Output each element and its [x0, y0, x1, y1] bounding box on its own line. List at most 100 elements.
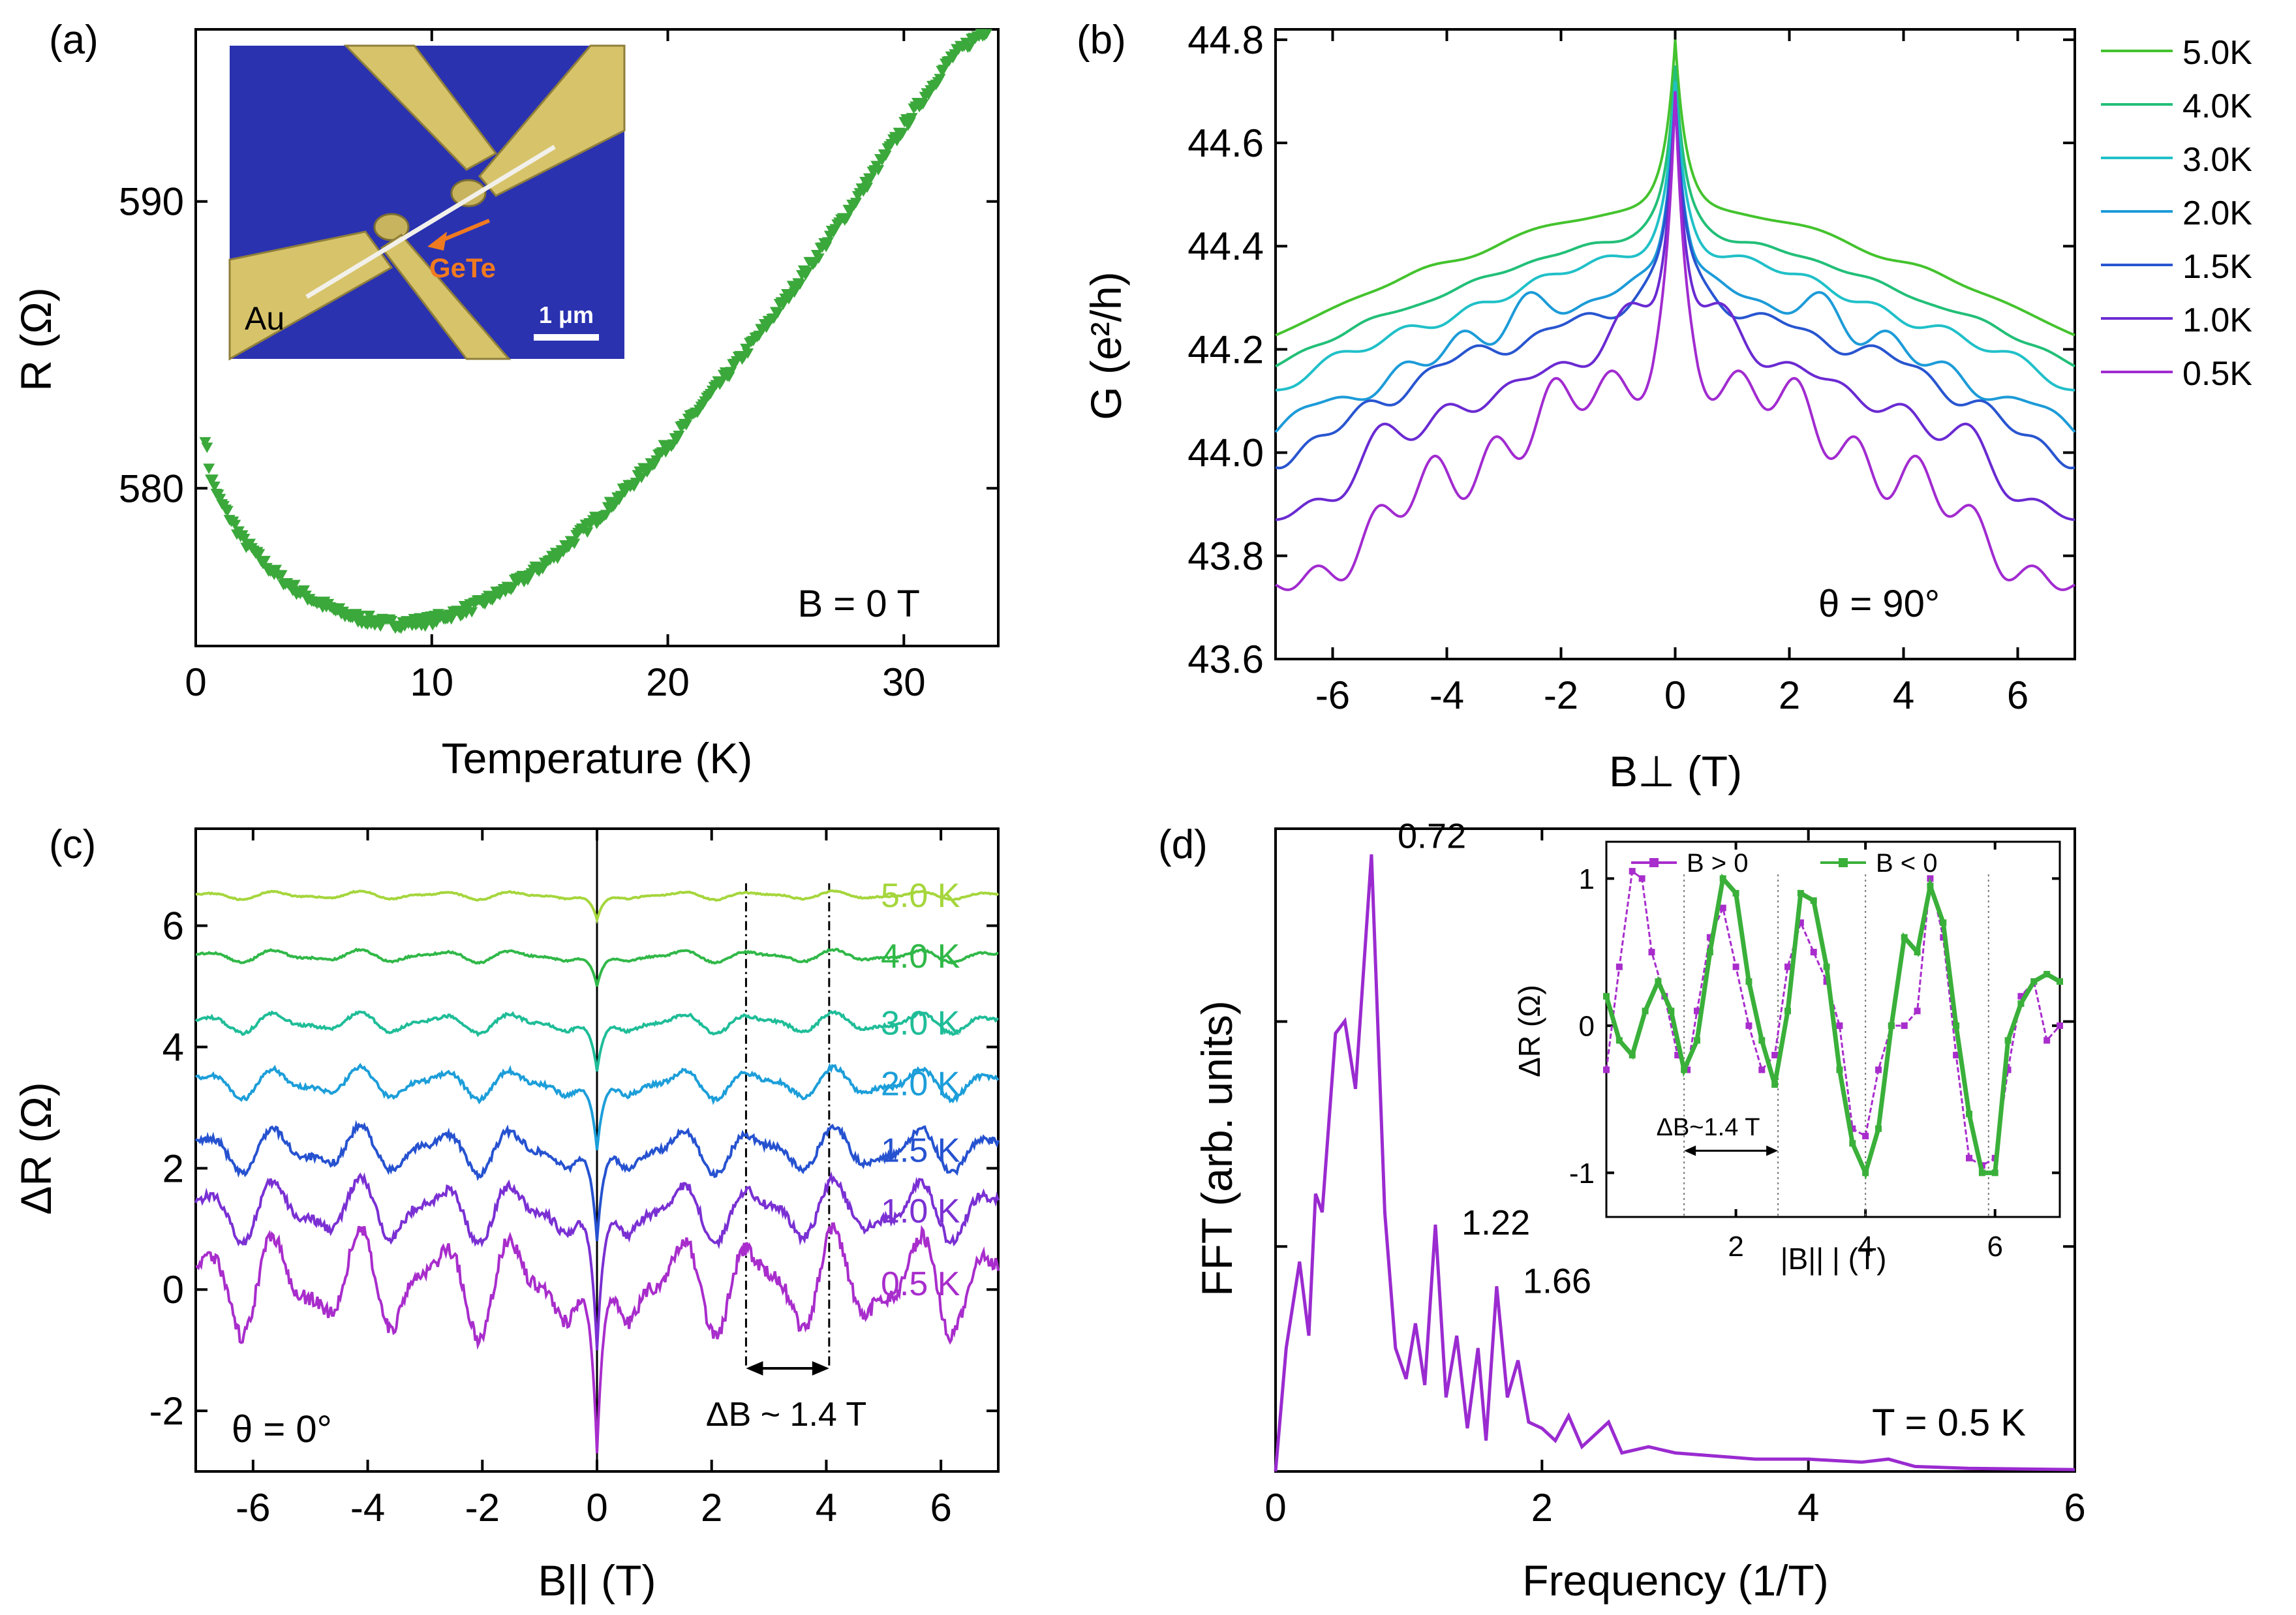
inset-y-axis-label-d: ΔR (Ω)	[1512, 985, 1546, 1077]
x-tick-label: 10	[410, 660, 453, 704]
inset-data-point	[1836, 1066, 1843, 1073]
ticks-b: -6 -4 -2 0 2 4 6 43.6 43.8 44.0 44.2 44.4 44.6 44.8	[1187, 18, 2075, 717]
x-tick-label: -2	[465, 1486, 500, 1530]
data-point	[934, 74, 946, 85]
data-point	[507, 582, 519, 593]
inset-data-point	[1901, 934, 1908, 941]
y-tick-label: 43.6	[1187, 638, 1264, 681]
legend-label: 5.0K	[2182, 34, 2252, 72]
data-point	[865, 173, 877, 184]
x-tick-label: 4	[1893, 673, 1914, 717]
inset-arrow-head-right	[1766, 1145, 1779, 1156]
y-tick-label: 580	[119, 467, 184, 510]
peak-label: 1.66	[1523, 1261, 1591, 1300]
data-point	[201, 442, 213, 454]
series-line-2.0K	[1274, 91, 2076, 433]
electrode-top-right	[478, 44, 626, 197]
x-tick-label: 4	[816, 1486, 837, 1530]
inset-data-point	[1745, 978, 1753, 985]
data-point	[938, 65, 950, 76]
gete-arrow-head	[427, 232, 447, 251]
inset-data-point	[1953, 1022, 1960, 1029]
inset-scale-label: 1 μm	[539, 301, 594, 328]
series-line-5.0 K	[195, 889, 1000, 925]
inset-data-point	[1875, 1066, 1882, 1073]
inset-data-point	[2017, 1000, 2025, 1007]
inset-legend-d: B > 0 B < 0	[1631, 849, 1938, 878]
series-line-0.5K	[1275, 91, 2076, 591]
data-point	[906, 113, 918, 124]
inset-data-point	[1836, 1022, 1843, 1029]
data-point	[801, 267, 814, 278]
data-point	[673, 430, 685, 441]
inset-data-point	[1681, 1066, 1688, 1073]
inset-data-point	[1849, 1125, 1856, 1132]
x-tick-label: -6	[236, 1486, 270, 1530]
panel-c: (c) -6 -4 -2 0 2 4 6 -2 0 2 4 6 5.0 K 4.0 K 3.0 K 2.0 …	[12, 822, 1000, 1605]
data-point	[777, 300, 789, 311]
inset-data-point	[1927, 882, 1934, 889]
y-tick-label: 0	[162, 1268, 184, 1312]
fft-inset: 2 4 6 -1 0 1 B > 0 B < 0 |B|| | (T) ΔR (Ω) ΔB~…	[1512, 840, 2063, 1276]
x-axis-label-c: B|| (T)	[538, 1556, 656, 1605]
spacing-label-c: ΔB ~ 1.4 T	[706, 1396, 866, 1434]
inset-x-axis-label-d: |B|| | (T)	[1781, 1242, 1887, 1276]
ticks-a: 0 10 20 30 580 590	[119, 29, 998, 704]
series-line-3.0K	[1275, 80, 2075, 392]
inset-data-point	[1823, 963, 1830, 970]
peak-label: 0.72	[1398, 816, 1466, 855]
y-axis-label-a: R (Ω)	[12, 287, 60, 391]
inset-legend-label: B < 0	[1876, 849, 1938, 878]
inset-data-point	[2004, 1066, 2012, 1073]
data-point	[771, 308, 784, 319]
annotation-b: θ = 90°	[1818, 583, 1940, 625]
ticks-d: 0 2 4 6	[1264, 829, 2086, 1530]
inset-data-point	[1888, 1022, 1895, 1029]
series-d	[1274, 854, 2075, 1472]
y-axis-label-b: G (e²/h)	[1082, 271, 1130, 420]
legend-label: 1.5K	[2182, 248, 2252, 286]
inset-data-point	[2017, 992, 2025, 1000]
legend-label: 1.0K	[2182, 301, 2252, 339]
inset-data-point	[2057, 1022, 2063, 1029]
series-line-0.5 K	[195, 1222, 1000, 1454]
y-tick-label: 4	[162, 1026, 184, 1069]
y-tick-label: 44.0	[1187, 431, 1264, 475]
x-tick-label: -6	[1315, 673, 1350, 717]
data-point	[630, 478, 642, 489]
inset-data-point	[1732, 963, 1739, 970]
y-tick-label: 590	[119, 180, 184, 224]
data-point	[199, 437, 211, 448]
legend-label: 4.0K	[2182, 87, 2252, 125]
annotation-a: B = 0 T	[797, 583, 920, 625]
inset-label-gete: GeTe	[429, 253, 496, 283]
inset-data-point	[1914, 1007, 1921, 1015]
series-label: 1.5 K	[881, 1132, 960, 1170]
inset-data-point	[1706, 934, 1713, 941]
data-point	[221, 506, 234, 517]
data-point	[288, 579, 301, 591]
data-point	[258, 555, 271, 566]
data-point	[253, 549, 266, 560]
data-point	[635, 472, 648, 484]
electrode-top-left	[343, 44, 498, 171]
inset-data-point	[1784, 1007, 1791, 1015]
x-tick-label: 0	[1264, 1486, 1286, 1530]
x-tick-label: -4	[350, 1486, 385, 1530]
guides-c	[596, 829, 831, 1471]
data-point	[821, 237, 834, 248]
series-line-1.0K	[1275, 91, 2075, 521]
series-a	[199, 29, 992, 634]
data-point	[214, 493, 226, 504]
inset-data-point	[1784, 963, 1791, 970]
legend-label: 2.0K	[2182, 194, 2252, 232]
data-point	[680, 420, 692, 431]
data-point	[760, 322, 773, 333]
spacing-arrow-head-left	[746, 1361, 763, 1376]
inset-data-point	[1642, 1007, 1649, 1015]
panel-b: (b) -6 -4 -2 0 2 4 6 43.6 43.8 44.0 44.2 44.4 44.6 44…	[1077, 18, 2252, 795]
data-point	[880, 150, 892, 161]
inset-data-point	[1966, 1154, 1972, 1161]
data-point	[298, 585, 310, 596]
inset-data-point	[1674, 1051, 1681, 1058]
